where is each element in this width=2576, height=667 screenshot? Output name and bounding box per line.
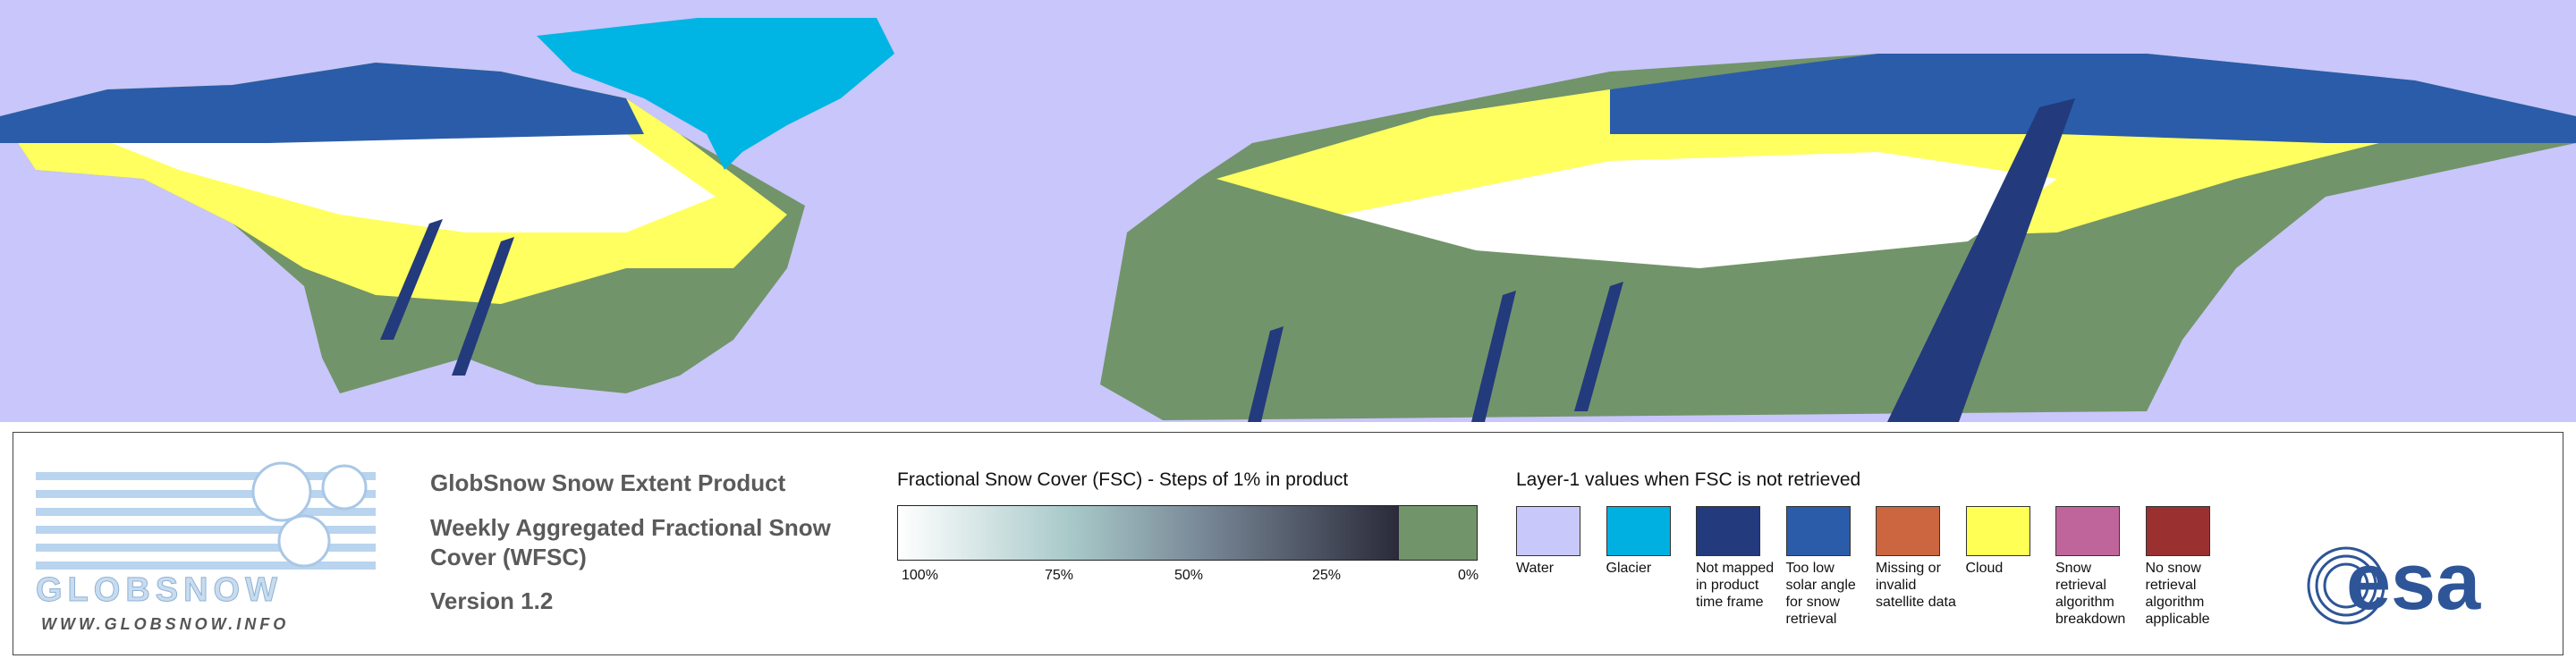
fsc-gradient: [898, 506, 1399, 560]
legend-label: Cloud: [1965, 561, 2004, 576]
product-subtitle: Weekly Aggregated Fractional Snow Cover …: [430, 514, 831, 570]
fsc-title: Fractional Snow Cover (FSC) - Steps of 1…: [897, 469, 1349, 490]
logo-name: GLOBSNOW: [36, 571, 283, 609]
layer1-title: Layer-1 values when FSC is not retrieved: [1516, 469, 1861, 490]
legend-frame: [13, 432, 2563, 655]
legend-swatch: [1965, 506, 2030, 556]
product-title: GlobSnow Snow Extent Product: [430, 469, 786, 496]
fsc-tick-label: 75%: [1045, 568, 1074, 583]
legend-label: Not mapped in product time frame: [1696, 561, 1775, 610]
legend-swatch: [1876, 506, 1940, 556]
fsc-tick-label: 100%: [902, 568, 938, 583]
legend-label: No snow retrieval algorithm applicable: [2145, 561, 2210, 627]
legend-label: Water: [1516, 561, 1555, 576]
fsc-tick-label: 25%: [1312, 568, 1342, 583]
legend-label: Snow retrieval algorithm breakdown: [2055, 561, 2126, 627]
fsc-zero: [1399, 506, 1477, 560]
legend-swatch: [1606, 506, 1671, 556]
legend-swatch: [2055, 506, 2120, 556]
esa-logo: esa: [2307, 541, 2481, 627]
product-version: Version 1.2: [430, 587, 554, 614]
legend-label: Missing or invalid satellite data: [1876, 561, 1956, 610]
fsc-colorbar: [897, 505, 1478, 561]
fsc-tick-label: 50%: [1174, 568, 1204, 583]
fsc-tick-label: 0%: [1458, 568, 1479, 583]
legend-swatch: [1785, 506, 1851, 556]
legend-swatch: [1516, 506, 1580, 556]
legend-label: Glacier: [1606, 561, 1652, 576]
legend-swatch: [1696, 506, 1760, 556]
logo-url: WWW.GLOBSNOW.INFO: [41, 615, 289, 633]
map: [0, 0, 2576, 422]
globsnow-logo: GLOBSNOW WWW.GLOBSNOW.INFO: [36, 461, 376, 633]
legend-swatch: [2145, 506, 2210, 556]
legend-label: Too low solar angle for snow retrieval: [1785, 561, 1856, 627]
esa-text: esa: [2346, 541, 2481, 627]
